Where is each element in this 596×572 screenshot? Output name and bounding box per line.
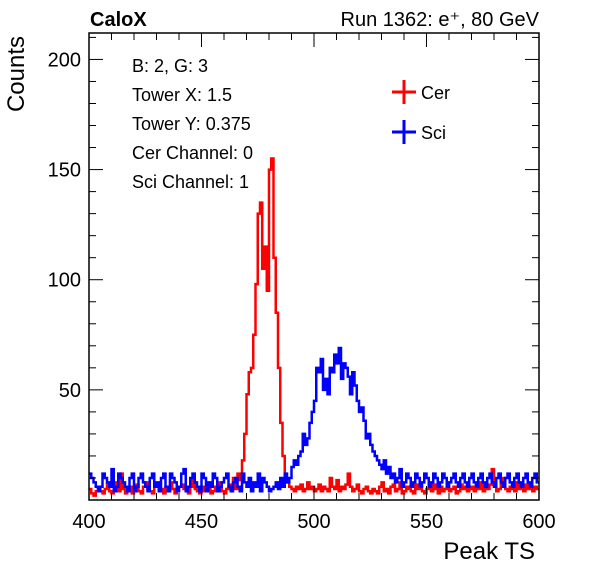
x-axis-label: Peak TS bbox=[443, 538, 535, 565]
legend: Cer Sci bbox=[392, 80, 450, 144]
legend-cer-marker bbox=[392, 80, 416, 104]
x-tick-label: 550 bbox=[410, 511, 443, 533]
legend-cer-label: Cer bbox=[421, 83, 450, 103]
y-tick-label: 150 bbox=[48, 160, 81, 182]
info-line-tower-y: Tower Y: 0.375 bbox=[132, 114, 251, 134]
y-tick-label: 200 bbox=[48, 49, 81, 71]
legend-sci-label: Sci bbox=[421, 123, 446, 143]
x-tick-label: 400 bbox=[72, 511, 105, 533]
x-tick-label: 500 bbox=[297, 511, 330, 533]
y-tick-label: 100 bbox=[48, 270, 81, 292]
x-tick-label: 450 bbox=[185, 511, 218, 533]
plot-area: 400 450 500 550 600 50 100 150 200 bbox=[48, 32, 556, 533]
info-box: B: 2, G: 3 Tower X: 1.5 Tower Y: 0.375 C… bbox=[132, 56, 253, 192]
info-line-board: B: 2, G: 3 bbox=[132, 56, 208, 76]
run-label: Run 1362: e⁺, 80 GeV bbox=[341, 9, 540, 31]
calox-label: CaloX bbox=[90, 9, 147, 31]
info-line-sci-channel: Sci Channel: 1 bbox=[132, 172, 249, 192]
x-tick-label: 600 bbox=[522, 511, 555, 533]
y-tick-label: 50 bbox=[59, 380, 81, 402]
series-line-sci bbox=[89, 346, 539, 493]
info-line-tower-x: Tower X: 1.5 bbox=[132, 85, 232, 105]
legend-sci-marker bbox=[392, 120, 416, 144]
info-line-cer-channel: Cer Channel: 0 bbox=[132, 143, 253, 163]
y-axis-label: Counts bbox=[3, 36, 30, 112]
